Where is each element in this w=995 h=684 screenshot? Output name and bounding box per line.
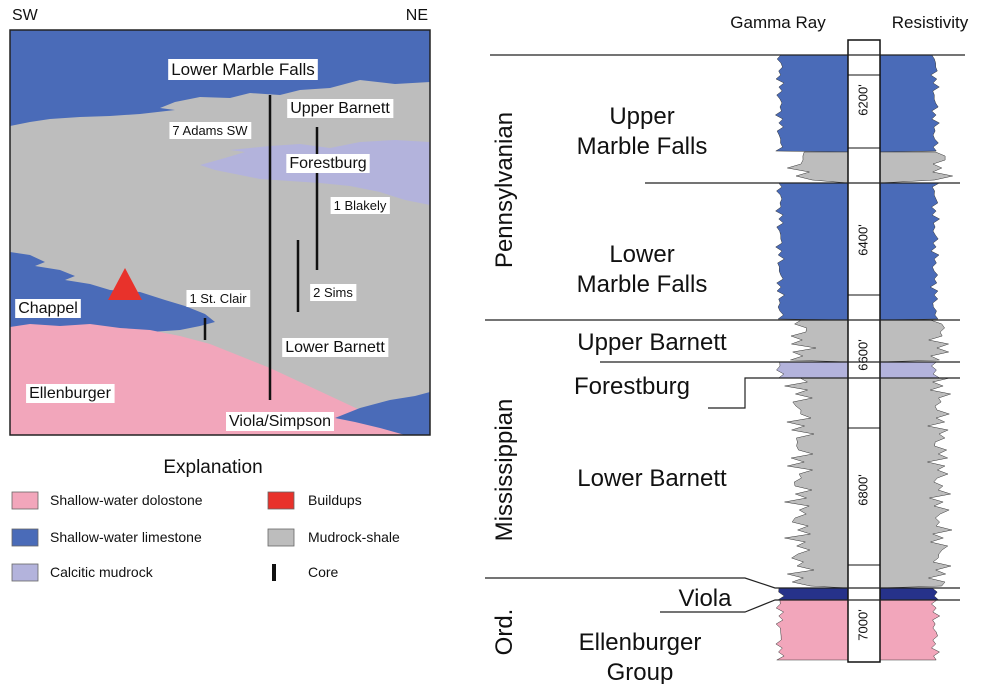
resistivity-fill [880,588,939,600]
direction-label: SW [12,7,39,24]
gamma-ray-fill [776,183,848,320]
section-label: 1 St. Clair [189,291,247,306]
depth-label: 6800' [855,474,870,505]
resistivity-fill [880,600,940,660]
formation-label: Upper Barnett [577,329,727,356]
section-label: Lower Marble Falls [171,60,315,79]
system-label: Mississippian [491,399,518,542]
gamma-ray-fill [775,55,848,152]
legend-label: Shallow-water limestone [50,529,202,545]
legend-label: Shallow-water dolostone [50,492,203,508]
depth-label: 6600' [855,339,870,370]
legend-swatch [268,492,294,509]
direction-label: NE [406,7,428,24]
depth-label: 7000' [855,609,870,640]
depth-label: 6200' [855,84,870,115]
system-label: Ord. [491,609,518,656]
gamma-ray-fill [776,600,848,660]
log-header: Gamma Ray [730,13,826,32]
resistivity-fill [880,183,940,320]
gamma-ray-fill [785,378,849,588]
formation-label: Marble Falls [577,271,708,298]
formation-label: Forestburg [574,373,690,400]
resistivity-fill [880,152,953,183]
legend-swatch [12,564,38,581]
gamma-ray-fill [777,362,849,378]
section-label: 2 Sims [313,285,353,300]
section-label: Forestburg [289,155,366,172]
depth-label: 6400' [855,224,870,255]
formation-label: Lower Barnett [577,465,727,492]
legend-swatch [12,529,38,546]
formation-label: Lower [609,241,674,268]
legend-swatch [272,564,276,581]
section-label: Ellenburger [29,385,112,402]
resistivity-fill [880,55,939,152]
section-label: Upper Barnett [290,100,390,117]
section-label: Viola/Simpson [229,413,331,430]
resistivity-fill [880,378,952,588]
formation-label: Ellenburger [579,629,702,656]
resistivity-fill [880,320,949,362]
formation-label: Viola [679,585,733,612]
legend-label: Calcitic mudrock [50,564,154,580]
system-label: Pennsylvanian [491,112,518,268]
legend-title: Explanation [163,457,262,478]
section-label: 7 Adams SW [172,123,248,138]
section-label: Chappel [18,300,78,317]
formation-label: Marble Falls [577,133,708,160]
resistivity-fill [880,362,940,378]
gamma-ray-fill [787,152,848,183]
log-header: Resistivity [892,13,969,32]
formation-label: Upper [609,103,674,130]
legend-label: Buildups [308,492,362,508]
formation-label: Group [607,659,674,684]
section-label: 1 Blakely [334,198,387,213]
figure: SW NE Lower Marble Falls Upper Barnett Fores… [0,0,995,684]
legend-label: Mudrock-shale [308,529,400,545]
gamma-ray-fill [790,320,848,362]
section-label: Lower Barnett [285,339,385,356]
gamma-ray-fill [778,588,848,600]
legend-label: Core [308,564,339,580]
legend-swatch [268,529,294,546]
legend-swatch [12,492,38,509]
